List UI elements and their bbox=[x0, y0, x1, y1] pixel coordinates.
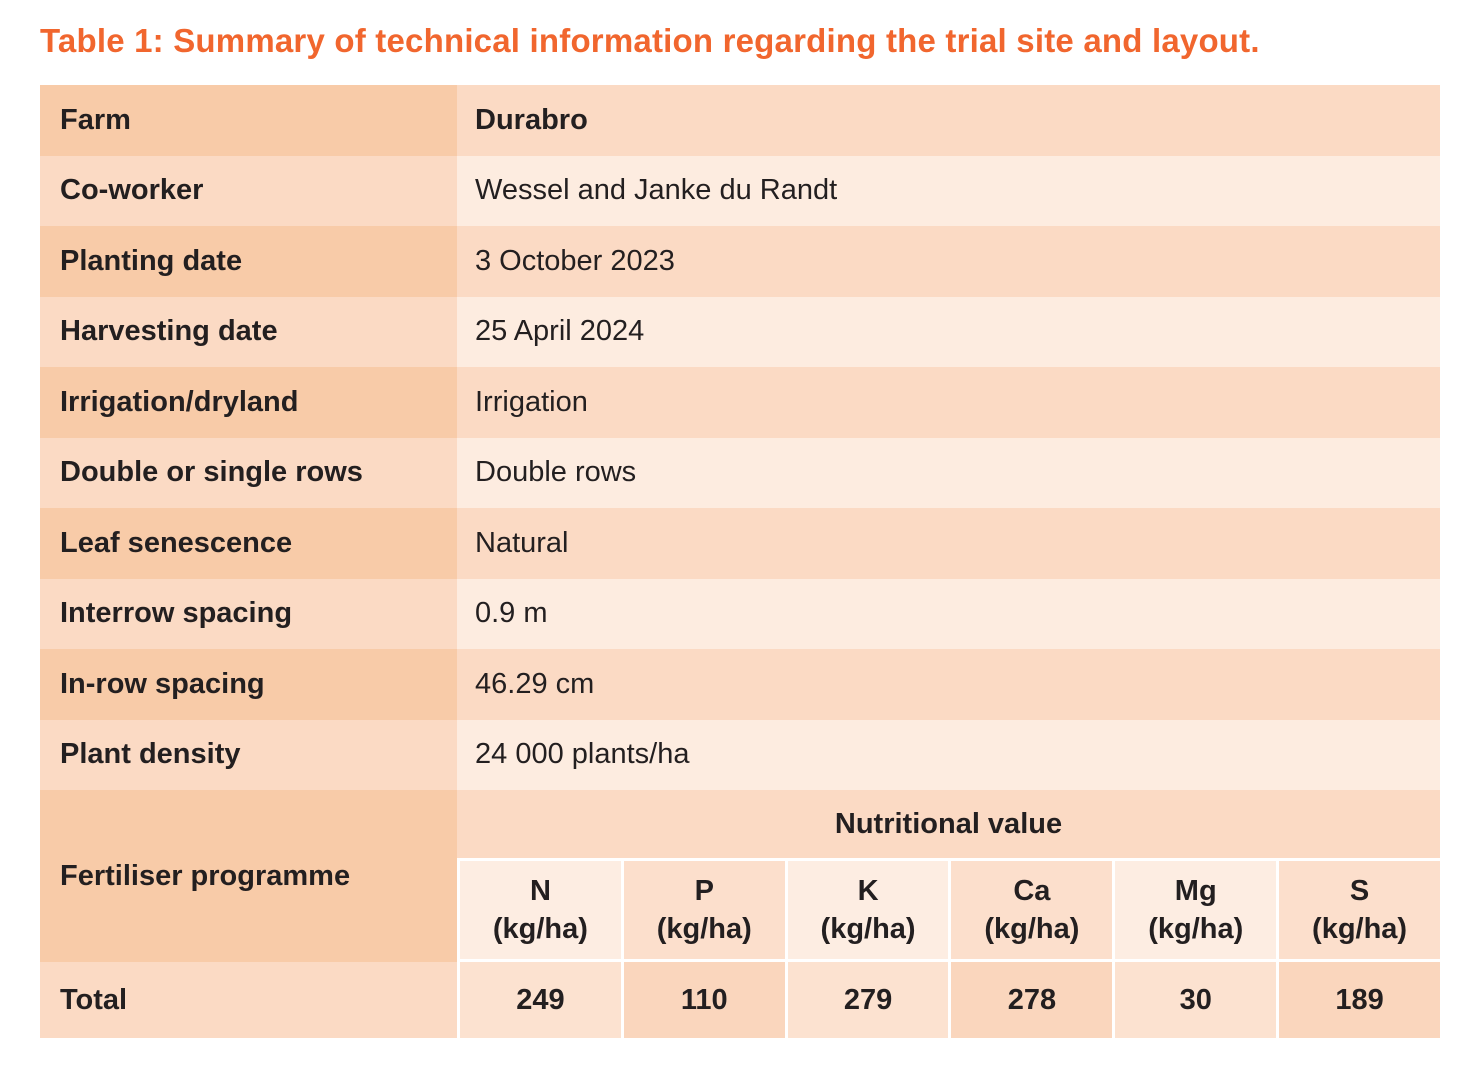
row-value-harvesting-date: 25 April 2024 bbox=[457, 296, 1440, 367]
nutrient-element-mg: Mg bbox=[1174, 875, 1217, 907]
row-value-co-worker: Wessel and Janke du Randt bbox=[457, 155, 1440, 226]
nutrient-unit-ca: (kg/ha) bbox=[984, 913, 1080, 945]
nutritional-value-banner: Nutritional value bbox=[457, 790, 1440, 858]
total-value-s: 189 bbox=[1276, 962, 1440, 1038]
row-label-co-worker: Co-worker bbox=[40, 155, 457, 226]
nutrient-unit-k: (kg/ha) bbox=[820, 913, 916, 945]
total-value-p: 110 bbox=[620, 962, 785, 1038]
nutrient-header-k: K (kg/ha) bbox=[784, 858, 949, 962]
row-value-planting-date: 3 October 2023 bbox=[457, 226, 1440, 297]
total-value-n: 249 bbox=[457, 962, 621, 1038]
nutrient-element-n: N bbox=[529, 875, 551, 907]
nutrient-unit-p: (kg/ha) bbox=[656, 913, 752, 945]
row-value-farm: Durabro bbox=[457, 85, 1440, 156]
nutrient-unit-mg: (kg/ha) bbox=[1148, 913, 1244, 945]
table-title: Table 1: Summary of technical informatio… bbox=[40, 22, 1260, 59]
nutrient-header-p: P (kg/ha) bbox=[620, 858, 785, 962]
nutrient-unit-s: (kg/ha) bbox=[1312, 913, 1408, 945]
row-label-planting-date: Planting date bbox=[40, 226, 457, 297]
row-label-farm: Farm bbox=[40, 85, 457, 156]
nutrient-element-s: S bbox=[1349, 875, 1370, 907]
row-value-in-row-spacing: 46.29 cm bbox=[457, 649, 1440, 720]
row-label-rows-type: Double or single rows bbox=[40, 437, 457, 508]
row-label-interrow-spacing: Interrow spacing bbox=[40, 578, 457, 649]
nutrient-header-mg: Mg (kg/ha) bbox=[1112, 858, 1277, 962]
row-value-rows-type: Double rows bbox=[457, 437, 1440, 508]
row-label-in-row-spacing: In-row spacing bbox=[40, 649, 457, 720]
total-value-mg: 30 bbox=[1112, 962, 1277, 1038]
fertiliser-programme-section: Fertiliser programme Nutritional value N… bbox=[40, 790, 1440, 1038]
row-label-leaf-senescence: Leaf senescence bbox=[40, 508, 457, 579]
row-value-plant-density: 24 000 plants/ha bbox=[457, 719, 1440, 790]
technical-info-table: Farm Durabro Co-worker Wessel and Janke … bbox=[40, 85, 1440, 1038]
total-value-k: 279 bbox=[784, 962, 949, 1038]
nutrient-header-s: S (kg/ha) bbox=[1276, 858, 1440, 962]
total-row-label: Total bbox=[40, 962, 457, 1038]
info-grid: Farm Durabro Co-worker Wessel and Janke … bbox=[40, 85, 1440, 790]
row-value-leaf-senescence: Natural bbox=[457, 508, 1440, 579]
row-label-irrigation: Irrigation/dryland bbox=[40, 367, 457, 438]
nutrient-header-n: N (kg/ha) bbox=[457, 858, 621, 962]
fertiliser-programme-label: Fertiliser programme bbox=[40, 790, 457, 962]
nutrient-element-p: P bbox=[694, 875, 714, 907]
nutrient-element-k: K bbox=[857, 875, 879, 907]
nutrient-unit-n: (kg/ha) bbox=[492, 913, 588, 945]
nutrient-element-ca: Ca bbox=[1013, 875, 1051, 907]
row-label-harvesting-date: Harvesting date bbox=[40, 296, 457, 367]
total-value-ca: 278 bbox=[948, 962, 1113, 1038]
row-label-plant-density: Plant density bbox=[40, 719, 457, 790]
row-value-irrigation: Irrigation bbox=[457, 367, 1440, 438]
nutrient-header-ca: Ca (kg/ha) bbox=[948, 858, 1113, 962]
row-value-interrow-spacing: 0.9 m bbox=[457, 578, 1440, 649]
